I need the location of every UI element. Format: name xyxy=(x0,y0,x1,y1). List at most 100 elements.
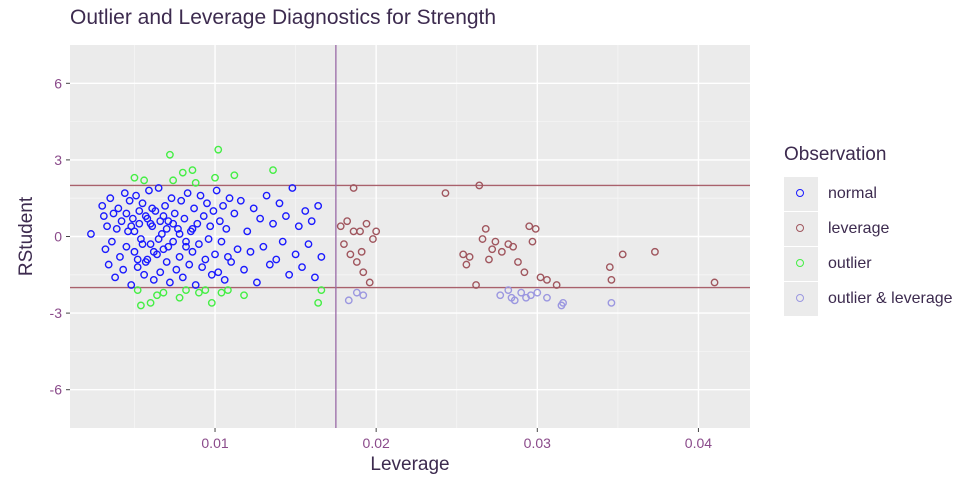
data-point-leverage xyxy=(514,258,522,266)
data-point-normal xyxy=(122,242,131,251)
legend-title: Observation xyxy=(784,144,887,165)
data-point-normal xyxy=(195,240,203,249)
data-point-outlier xyxy=(217,288,226,297)
legend-item-outlier-leverage: outlier & leverage xyxy=(784,281,980,316)
data-point-outlier-leverage xyxy=(344,296,353,305)
x-tick-label: 0.03 xyxy=(524,435,551,451)
data-point-leverage xyxy=(485,255,493,264)
legend-label-normal: normal xyxy=(828,184,877,202)
data-point-normal xyxy=(143,214,152,223)
data-point-leverage xyxy=(369,235,377,243)
data-point-leverage xyxy=(618,250,627,259)
data-point-leverage xyxy=(465,253,474,261)
data-point-leverage xyxy=(475,181,484,190)
data-point-normal xyxy=(262,191,271,200)
data-point-outlier xyxy=(195,288,203,297)
data-point-normal xyxy=(209,207,218,215)
data-point-normal xyxy=(211,250,219,259)
data-point-normal xyxy=(182,242,190,251)
legend-key-outlier-leverage xyxy=(784,281,818,316)
data-point-normal xyxy=(180,214,189,223)
data-point-leverage xyxy=(472,281,480,289)
data-point-normal xyxy=(207,270,216,279)
data-point-normal xyxy=(117,217,126,226)
legend-marker-normal xyxy=(796,188,804,197)
data-point-normal xyxy=(116,253,124,261)
data-point-outlier xyxy=(201,286,210,295)
data-point-normal xyxy=(174,224,182,233)
data-point-outlier xyxy=(146,298,155,307)
data-point-normal xyxy=(138,199,147,208)
data-point-leverage xyxy=(607,276,616,284)
data-point-normal xyxy=(138,240,147,249)
legend-label-leverage: leverage xyxy=(828,219,890,237)
data-point-outlier xyxy=(169,176,178,185)
data-point-normal xyxy=(212,186,221,195)
data-point-normal xyxy=(190,204,198,213)
data-point-normal xyxy=(146,240,155,249)
data-point-outlier xyxy=(188,166,197,175)
data-point-normal xyxy=(133,255,142,264)
data-point-normal xyxy=(219,201,227,210)
data-point-normal xyxy=(298,263,306,272)
data-point-normal xyxy=(132,191,140,200)
legend-marker-leverage xyxy=(796,223,804,232)
data-point-normal xyxy=(246,247,255,256)
data-point-normal xyxy=(307,217,316,226)
data-point-normal xyxy=(149,276,158,284)
data-point-normal xyxy=(125,196,134,205)
data-point-normal xyxy=(161,201,169,210)
data-point-outlier xyxy=(166,150,174,159)
data-point-normal xyxy=(233,245,242,254)
data-point-normal xyxy=(185,260,194,269)
data-point-normal xyxy=(122,209,131,218)
data-point-normal xyxy=(135,207,144,215)
x-axis-label: Leverage xyxy=(370,454,449,475)
data-point-leverage xyxy=(552,281,561,289)
data-point-outlier-leverage xyxy=(359,291,368,300)
data-point-outlier xyxy=(214,145,223,154)
data-point-normal xyxy=(87,230,95,238)
data-point-normal xyxy=(156,217,165,226)
data-point-leverage xyxy=(651,247,659,256)
data-point-normal xyxy=(154,184,163,192)
data-point-leverage xyxy=(346,250,355,259)
data-point-outlier xyxy=(175,293,184,302)
data-point-normal xyxy=(162,224,171,233)
data-point-normal xyxy=(175,230,184,238)
data-point-leverage xyxy=(710,278,719,287)
data-point-leverage xyxy=(340,240,348,249)
data-point-normal xyxy=(169,237,178,246)
data-point-outlier-leverage xyxy=(526,291,535,300)
data-point-outlier xyxy=(140,176,149,185)
data-point-normal xyxy=(256,214,265,223)
data-point-outlier xyxy=(178,168,187,177)
legend-item-outlier: outlier xyxy=(784,246,980,281)
data-point-normal xyxy=(178,273,187,282)
legend-label-outlier-leverage: outlier & leverage xyxy=(828,289,953,307)
data-point-normal xyxy=(107,237,116,246)
data-point-normal xyxy=(311,273,319,282)
data-point-normal xyxy=(154,235,163,243)
legend-key-leverage xyxy=(784,211,818,246)
legend-marker-outlier-leverage xyxy=(796,293,804,302)
data-point-normal xyxy=(127,222,136,231)
data-point-normal xyxy=(109,209,118,218)
data-point-normal xyxy=(317,253,326,261)
data-point-normal xyxy=(282,212,290,220)
data-point-normal xyxy=(104,260,113,269)
data-point-normal xyxy=(137,235,145,243)
data-point-normal xyxy=(203,199,211,208)
legend-key-normal xyxy=(784,176,818,211)
data-point-normal xyxy=(127,281,136,289)
data-point-outlier xyxy=(137,301,145,310)
data-point-normal xyxy=(204,235,213,243)
data-point-normal xyxy=(148,204,157,213)
data-point-outlier xyxy=(153,291,161,300)
data-point-leverage xyxy=(352,258,361,266)
data-point-leverage xyxy=(491,237,500,246)
data-point-normal xyxy=(215,217,224,226)
data-point-normal xyxy=(199,212,208,220)
data-point-leverage xyxy=(459,250,468,259)
data-point-normal xyxy=(140,270,149,279)
